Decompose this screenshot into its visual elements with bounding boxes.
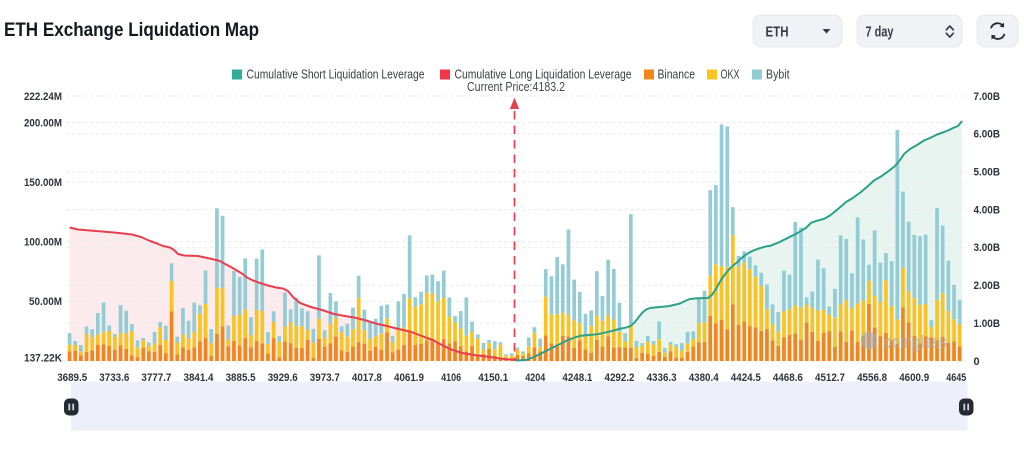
svg-text:4017.8: 4017.8	[352, 372, 382, 384]
svg-text:Cumulative Short Liquidation L: Cumulative Short Liquidation Leverage	[247, 68, 425, 82]
svg-text:4468.6: 4468.6	[773, 372, 803, 384]
svg-text:0: 0	[974, 356, 980, 368]
svg-text:3689.5: 3689.5	[57, 372, 87, 384]
svg-text:4292.2: 4292.2	[605, 372, 635, 384]
svg-text:7 day: 7 day	[866, 24, 894, 41]
svg-text:4336.3: 4336.3	[647, 372, 677, 384]
svg-text:4248.1: 4248.1	[562, 372, 592, 384]
svg-text:6.00B: 6.00B	[974, 129, 1001, 141]
svg-text:150.00M: 150.00M	[24, 177, 62, 189]
svg-text:4645: 4645	[946, 372, 966, 384]
svg-text:3777.7: 3777.7	[141, 372, 171, 384]
svg-text:ETH Exchange Liquidation Map: ETH Exchange Liquidation Map	[4, 19, 259, 41]
svg-text:Binance: Binance	[658, 68, 696, 82]
svg-text:Current Price:4183.2: Current Price:4183.2	[467, 80, 565, 94]
svg-text:3885.5: 3885.5	[226, 372, 256, 384]
svg-text:4204: 4204	[525, 372, 546, 384]
svg-text:200.00M: 200.00M	[24, 117, 62, 129]
svg-text:1.00B: 1.00B	[974, 318, 1001, 330]
svg-text:50.00M: 50.00M	[29, 296, 62, 308]
svg-text:4.00B: 4.00B	[974, 204, 1001, 216]
svg-text:3929.6: 3929.6	[268, 372, 298, 384]
svg-text:Bybit: Bybit	[766, 68, 790, 82]
svg-text:4556.8: 4556.8	[857, 372, 887, 384]
svg-text:OKX: OKX	[721, 68, 740, 82]
svg-text:4106: 4106	[441, 372, 461, 384]
svg-text:100.00M: 100.00M	[24, 237, 62, 249]
svg-text:4600.9: 4600.9	[899, 372, 929, 384]
svg-text:4512.7: 4512.7	[815, 372, 845, 384]
svg-text:3841.4: 3841.4	[184, 372, 215, 384]
svg-text:4150.1: 4150.1	[478, 372, 508, 384]
svg-text:2.00B: 2.00B	[974, 280, 1001, 292]
svg-text:3973.7: 3973.7	[310, 372, 340, 384]
svg-text:Cumulative Long Liquidation Le: Cumulative Long Liquidation Leverage	[455, 68, 632, 82]
svg-text:4061.9: 4061.9	[394, 372, 424, 384]
svg-text:3733.6: 3733.6	[99, 372, 129, 384]
svg-text:5.00B: 5.00B	[974, 167, 1001, 179]
svg-text:4424.5: 4424.5	[731, 372, 761, 384]
svg-text:3.00B: 3.00B	[974, 242, 1001, 254]
svg-text:7.00B: 7.00B	[974, 91, 1001, 103]
svg-text:222.24M: 222.24M	[24, 91, 62, 103]
svg-text:4380.4: 4380.4	[689, 372, 720, 384]
svg-text:coinglass: coinglass	[884, 332, 947, 352]
svg-text:137.22K: 137.22K	[24, 352, 62, 364]
svg-text:ETH: ETH	[766, 24, 789, 41]
